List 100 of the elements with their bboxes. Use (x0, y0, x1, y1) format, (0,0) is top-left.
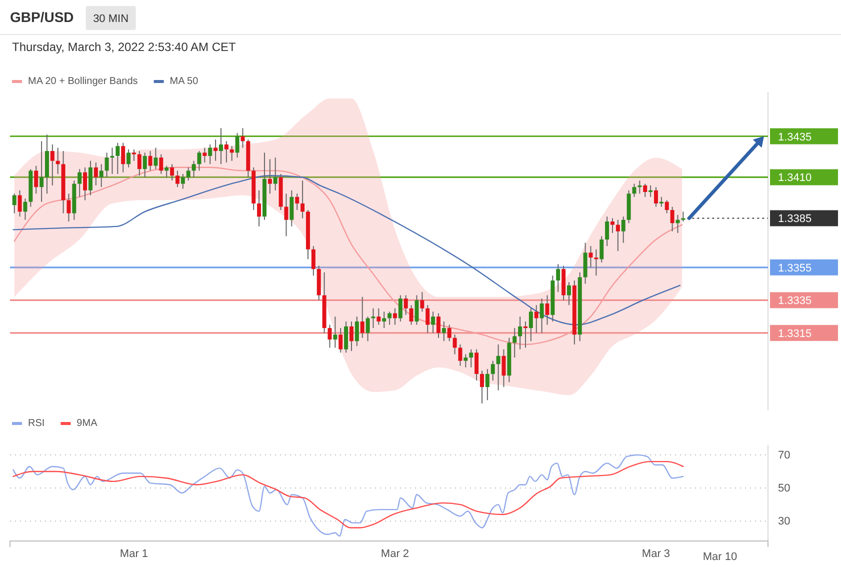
candlestick (164, 165, 169, 178)
candlestick (664, 200, 669, 214)
candlestick (18, 190, 22, 218)
candlestick (197, 150, 202, 172)
candlestick (273, 157, 278, 191)
candlestick (104, 152, 109, 178)
ref-line-label: 1.3385 (778, 213, 812, 226)
candlestick (556, 264, 560, 292)
candlestick (170, 164, 174, 182)
candlestick (512, 328, 517, 358)
line-series (12, 460, 684, 528)
candlestick (464, 354, 468, 368)
candlestick (88, 160, 92, 196)
candlestick (333, 316, 338, 348)
y-tick-label: 50 (778, 482, 790, 495)
candlestick (490, 360, 495, 381)
candlestick (175, 170, 180, 188)
ref-line-label: 1.3410 (778, 172, 812, 184)
candlestick (566, 282, 571, 306)
ref-line-label: 1.3435 (778, 131, 812, 144)
candlestick (349, 320, 354, 352)
candlestick (186, 166, 190, 182)
candlestick (360, 296, 364, 338)
candlestick (99, 164, 104, 188)
candlestick (670, 206, 674, 232)
ref-line-label: 1.3355 (778, 262, 812, 274)
candlestick (23, 198, 28, 220)
candlestick (518, 316, 522, 350)
candlestick (474, 348, 479, 381)
candlestick (137, 150, 142, 176)
candlestick (469, 348, 474, 368)
x-tick-label: Mar 3 (642, 548, 670, 560)
candlestick (366, 316, 370, 342)
candlestick (295, 193, 300, 211)
x-tick-label: Mar 1 (120, 548, 148, 560)
candlestick (502, 348, 506, 388)
candlestick (528, 308, 533, 342)
candlestick (659, 196, 664, 208)
candlestick (66, 193, 71, 222)
candlestick (545, 294, 550, 326)
text: Mar 10 (702, 551, 738, 563)
candlestick (34, 165, 38, 194)
candlestick (534, 304, 538, 334)
candlestick (392, 308, 397, 326)
candlestick (605, 216, 610, 247)
text: 30 MIN (93, 13, 129, 25)
candlestick (643, 183, 648, 198)
candlestick (485, 368, 490, 401)
line-series (12, 454, 684, 537)
candlestick (290, 190, 294, 227)
candlestick (382, 311, 386, 329)
candlestick (159, 154, 164, 174)
candlestick (388, 311, 392, 326)
candlestick (594, 248, 598, 276)
legend-label: MA 50 (170, 76, 199, 87)
candlestick (398, 294, 402, 322)
candlestick (638, 180, 642, 194)
candlestick (268, 158, 272, 194)
candlestick (431, 311, 436, 334)
candlestick (300, 180, 305, 219)
candlestick (78, 168, 82, 198)
candlestick (142, 152, 147, 178)
candlestick (371, 308, 376, 329)
candlestick (110, 147, 114, 174)
candlestick (436, 312, 440, 338)
candlestick (600, 236, 604, 263)
candlestick (496, 344, 500, 391)
candlestick (218, 128, 223, 165)
ref-line-label: 1.3335 (778, 295, 812, 308)
candlestick (447, 324, 452, 342)
candlestick (344, 320, 348, 354)
candlestick (311, 246, 316, 276)
candlestick (632, 183, 636, 198)
x-tick-label: Mar 2 (380, 548, 410, 560)
candlestick (257, 190, 262, 227)
candlestick (621, 216, 626, 244)
candlestick (338, 328, 343, 354)
candlestick (654, 186, 658, 208)
legend-label: 9MA (76, 418, 98, 429)
legend-label: MA 20 + Bollinger Bands (28, 76, 138, 87)
candlestick (240, 128, 245, 148)
candlestick (40, 140, 44, 202)
candlestick (202, 147, 207, 163)
candlestick (676, 214, 680, 234)
candlestick (56, 147, 60, 174)
candlestick (224, 140, 228, 163)
candlestick (420, 291, 424, 312)
candlestick (610, 218, 614, 234)
candlestick (540, 298, 544, 334)
candlestick (132, 148, 136, 162)
candlestick (208, 144, 212, 165)
candlestick (414, 294, 419, 326)
candlestick (148, 150, 152, 172)
candlestick (648, 184, 653, 198)
candlestick (12, 193, 16, 214)
candlestick (616, 219, 620, 252)
ref-line-label: 1.3315 (778, 328, 812, 340)
chart-subtitle: Thursday, March 3, 2022 2:53:40 AM CET (12, 40, 237, 54)
candlestick (284, 193, 288, 237)
chart-title: GBP/USD (10, 9, 74, 25)
